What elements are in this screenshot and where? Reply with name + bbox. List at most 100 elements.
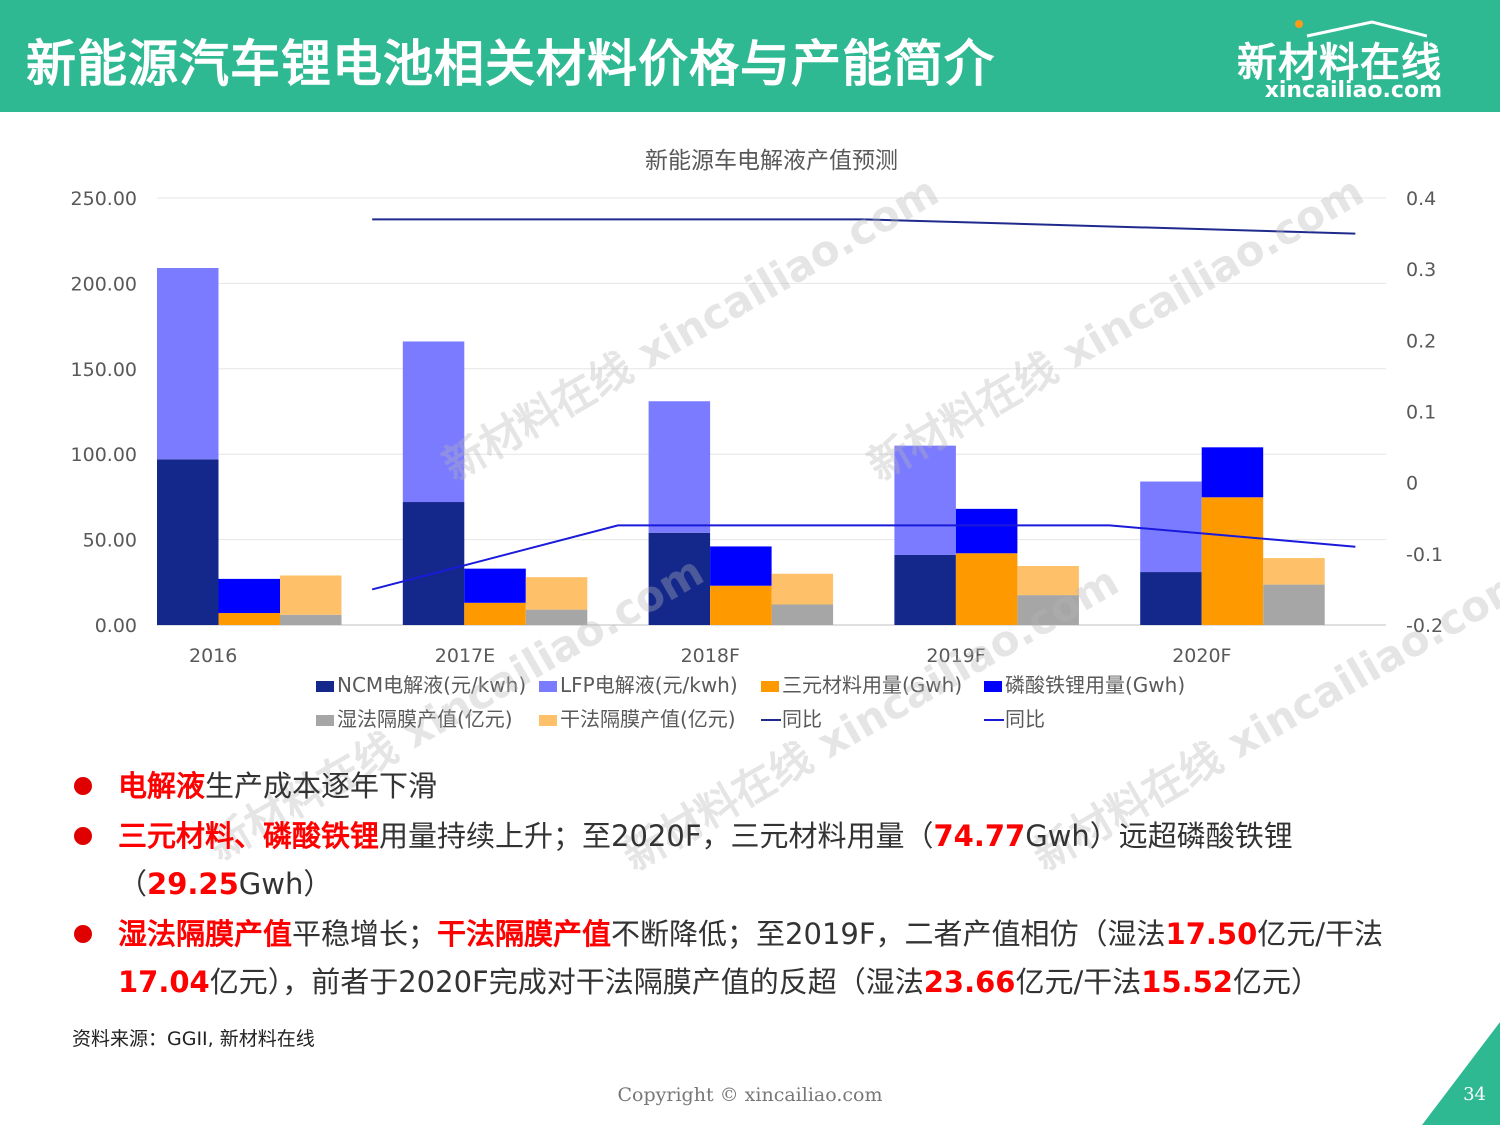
legend-label: 三元材料用量(Gwh) bbox=[782, 673, 962, 697]
source-note: 资料来源：GGII, 新材料在线 bbox=[72, 1028, 315, 1050]
bar-separator bbox=[1017, 595, 1079, 625]
legend-label: LFP电解液(元/kwh) bbox=[560, 673, 738, 697]
series-line bbox=[372, 218, 1356, 235]
bar-electrolyte bbox=[157, 268, 219, 460]
legend-label: 同比 bbox=[782, 707, 822, 731]
y-left-tick-label: 0.00 bbox=[95, 615, 137, 637]
body-text: 亿元），前者于2020F完成对干法隔膜产值的反超（湿法 bbox=[209, 965, 924, 999]
highlight-text: 17.50 bbox=[1165, 917, 1258, 951]
legend-swatch bbox=[316, 715, 334, 726]
bar-material bbox=[1201, 497, 1264, 625]
bar-electrolyte bbox=[1140, 481, 1202, 573]
legend-label: 磷酸铁锂用量(Gwh) bbox=[1005, 673, 1185, 697]
bar-material bbox=[710, 585, 772, 625]
bar-material bbox=[218, 613, 280, 625]
bar-material bbox=[955, 508, 1018, 554]
highlight-text: 电解液 bbox=[118, 769, 206, 803]
legend-label: 湿法隔膜产值(亿元) bbox=[337, 707, 513, 731]
header-bar: 新能源汽车锂电池相关材料价格与产能简介 新材料在线 xincailiao.com bbox=[0, 0, 1500, 112]
highlight-text: 29.25 bbox=[147, 867, 239, 901]
bar-separator bbox=[525, 577, 588, 610]
body-text: Gwh）远超磷酸铁锂（ bbox=[118, 819, 1293, 901]
bar-electrolyte bbox=[157, 459, 219, 625]
body-text: 生产成本逐年下滑 bbox=[205, 769, 438, 803]
bar-electrolyte bbox=[648, 401, 711, 533]
bar-separator bbox=[1263, 558, 1325, 585]
bar-material bbox=[464, 602, 526, 625]
body-text: 亿元/干法 bbox=[1015, 965, 1142, 999]
bar-material bbox=[955, 553, 1018, 625]
bar-separator bbox=[1017, 566, 1079, 596]
bar-electrolyte bbox=[1140, 572, 1202, 625]
y-left-tick-label: 150.00 bbox=[71, 359, 137, 381]
highlight-text: 干法隔膜产值 bbox=[437, 917, 612, 951]
brand-url: xincailiao.com bbox=[1264, 78, 1442, 103]
highlight-text: 三元材料、磷酸铁锂 bbox=[118, 819, 380, 853]
y-right-tick-label: -0.2 bbox=[1406, 615, 1443, 637]
x-tick-label: 2018F bbox=[681, 645, 740, 667]
body-text: 不断降低；至2019F，二者产值相仿（湿法 bbox=[611, 917, 1166, 951]
bar-separator bbox=[1263, 584, 1325, 625]
chart-title: 新能源车电解液产值预测 bbox=[645, 148, 898, 174]
bar-material bbox=[1201, 447, 1264, 498]
legend-label: 同比 bbox=[1005, 707, 1045, 731]
y-left-tick-label: 50.00 bbox=[83, 530, 137, 552]
legend-label: 干法隔膜产值(亿元) bbox=[560, 707, 736, 731]
bullet-dot-icon bbox=[74, 777, 92, 795]
bar-electrolyte bbox=[402, 502, 465, 625]
bullet-dot-icon bbox=[74, 827, 92, 845]
brand-name: 新材料在线 bbox=[1237, 40, 1442, 86]
series-line bbox=[371, 524, 1356, 591]
y-right-tick-label: 0.2 bbox=[1406, 330, 1436, 352]
bar-separator bbox=[771, 573, 834, 605]
bar-electrolyte bbox=[648, 532, 711, 625]
y-right-tick-label: 0.3 bbox=[1406, 259, 1436, 281]
highlight-text: 15.52 bbox=[1141, 965, 1233, 999]
roof-icon bbox=[1295, 20, 1427, 38]
page-title: 新能源汽车锂电池相关材料价格与产能简介 bbox=[26, 35, 995, 93]
x-tick-label: 2019F bbox=[926, 645, 985, 667]
y-right-tick-label: 0 bbox=[1406, 473, 1418, 495]
bar-material bbox=[464, 568, 526, 603]
bar-material bbox=[710, 546, 772, 586]
body-text: Gwh） bbox=[238, 867, 333, 901]
y-left-tick-label: 100.00 bbox=[71, 444, 137, 466]
legend-swatch bbox=[761, 681, 779, 692]
x-tick-label: 2017E bbox=[435, 645, 495, 667]
body-text: 用量持续上升；至2020F，三元材料用量（ bbox=[379, 819, 934, 853]
body-text: 亿元/干法 bbox=[1257, 917, 1384, 951]
bullet-item: 三元材料、磷酸铁锂用量持续上升；至2020F，三元材料用量（74.77Gwh）远… bbox=[70, 812, 1460, 908]
bullet-item: 湿法隔膜产值平稳增长；干法隔膜产值不断降低；至2019F，二者产值相仿（湿法17… bbox=[70, 910, 1460, 1006]
bar-separator bbox=[280, 575, 342, 615]
summary-bullets: 电解液生产成本逐年下滑 三元材料、磷酸铁锂用量持续上升；至2020F，三元材料用… bbox=[70, 762, 1460, 1008]
bullet-dot-icon bbox=[74, 925, 92, 943]
bar-separator bbox=[771, 604, 834, 625]
bar-electrolyte bbox=[402, 341, 465, 503]
y-right-tick-label: -0.1 bbox=[1406, 544, 1443, 566]
x-tick-label: 2016 bbox=[189, 645, 237, 667]
x-tick-label: 2020F bbox=[1172, 645, 1231, 667]
body-text: 亿元） bbox=[1232, 965, 1320, 999]
y-right-tick-label: 0.1 bbox=[1406, 402, 1436, 424]
y-left-tick-label: 200.00 bbox=[71, 273, 137, 295]
y-left-tick-label: 250.00 bbox=[71, 188, 137, 210]
bullet-item: 电解液生产成本逐年下滑 bbox=[70, 762, 1460, 810]
legend-swatch bbox=[984, 681, 1002, 692]
bar-electrolyte bbox=[894, 445, 956, 555]
bar-material bbox=[218, 578, 280, 614]
highlight-text: 74.77 bbox=[933, 819, 1026, 853]
body-text: 平稳增长； bbox=[292, 917, 438, 951]
electrolyte-forecast-chart: 新能源车电解液产值预测 0.00 50.00 100.00 150.00 200.00 25… bbox=[71, 148, 1444, 731]
corner-decoration bbox=[1422, 1022, 1500, 1125]
bar-separator bbox=[280, 614, 342, 625]
highlight-text: 湿法隔膜产值 bbox=[118, 917, 293, 951]
copyright: Copyright © xincailiao.com bbox=[617, 1084, 883, 1106]
highlight-text: 17.04 bbox=[118, 965, 210, 999]
legend-swatch bbox=[539, 681, 557, 692]
legend-swatch bbox=[316, 681, 334, 692]
bar-separator bbox=[525, 609, 588, 625]
page-number: 34 bbox=[1463, 1084, 1486, 1105]
legend-label: NCM电解液(元/kwh) bbox=[337, 673, 526, 697]
brand-logo: 新材料在线 xincailiao.com bbox=[1237, 18, 1442, 106]
legend-swatch bbox=[539, 715, 557, 726]
